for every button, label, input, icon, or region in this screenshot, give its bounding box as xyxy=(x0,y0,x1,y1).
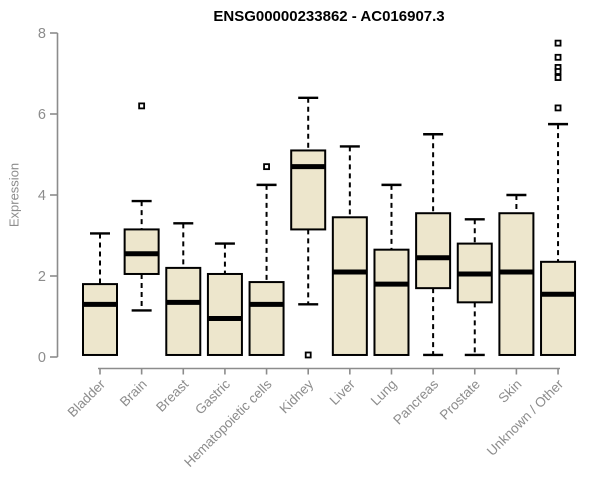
outlier-point xyxy=(304,351,312,359)
box-lung xyxy=(373,248,410,356)
x-tick-label: Kidney xyxy=(277,376,317,416)
y-tick-label: 2 xyxy=(38,269,46,285)
box-unknown-other xyxy=(540,260,577,356)
chart-title: ENSG00000233862 - AC016907.3 xyxy=(213,8,445,25)
x-tick-label: Unknown / Other xyxy=(484,376,567,459)
outlier-point xyxy=(554,39,562,47)
outlier-point xyxy=(554,104,562,112)
box-hematopoietic-cells xyxy=(248,281,285,356)
outlier-point xyxy=(554,68,562,75)
y-tick-label: 0 xyxy=(38,350,46,366)
box-bladder xyxy=(82,283,118,356)
x-tick-label: Bladder xyxy=(65,376,109,420)
box-gastric xyxy=(206,272,243,356)
x-tick-label: Brain xyxy=(117,377,150,410)
x-tick-label: Lung xyxy=(368,377,400,409)
outlier-point xyxy=(554,53,562,61)
box-skin xyxy=(498,212,535,356)
x-tick-label: Prostate xyxy=(437,377,483,423)
y-tick-label: 8 xyxy=(38,26,46,42)
outlier-point xyxy=(138,102,146,110)
x-tick-label: Breast xyxy=(153,376,191,414)
box-pancreas xyxy=(415,212,452,290)
outlier-point xyxy=(263,163,270,171)
y-tick-label: 6 xyxy=(38,107,46,123)
x-tick-label: Pancreas xyxy=(390,376,441,427)
x-tick-label: Liver xyxy=(327,376,359,408)
box-breast xyxy=(165,266,202,356)
x-tick-label: Gastric xyxy=(192,376,233,417)
box-kidney xyxy=(290,149,327,231)
outlier-point xyxy=(554,74,562,81)
y-tick-label: 4 xyxy=(38,188,46,204)
x-tick-label: Skin xyxy=(495,377,524,406)
box-liver xyxy=(331,216,368,356)
